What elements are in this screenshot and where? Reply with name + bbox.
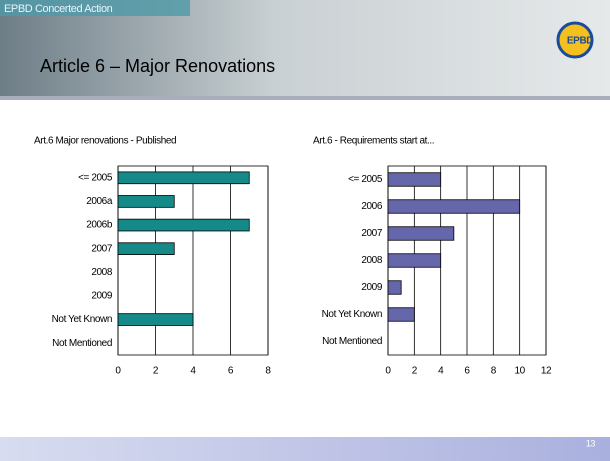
x-tick-label: 6 (228, 366, 234, 377)
y-tick-label: 2007 (91, 243, 112, 254)
bar (388, 227, 454, 241)
x-tick-label: 4 (438, 366, 444, 377)
x-tick-label: 0 (385, 366, 391, 377)
x-tick-label: 8 (265, 366, 271, 377)
bar (118, 243, 174, 255)
header-text: EPBD Concerted Action (4, 3, 113, 15)
header-rule (0, 96, 610, 100)
y-tick-label: Not Mentioned (52, 338, 112, 349)
y-tick-label: 2006 (361, 201, 382, 212)
y-tick-label: 2006a (86, 196, 113, 207)
y-tick-label: 2009 (361, 282, 382, 293)
chart-title: Art.6 - Requirements start at... (313, 136, 434, 147)
y-tick-label: 2008 (91, 267, 112, 278)
x-tick-label: 12 (541, 366, 552, 377)
bar (118, 219, 249, 231)
bar (388, 254, 441, 268)
y-tick-label: 2008 (361, 255, 382, 266)
x-tick-label: 0 (115, 366, 121, 377)
x-tick-label: 8 (491, 366, 497, 377)
x-tick-label: 6 (464, 366, 470, 377)
bar (118, 314, 193, 326)
x-tick-label: 2 (412, 366, 418, 377)
slide-title: Article 6 – Major Renovations (40, 56, 275, 76)
bar (388, 281, 401, 295)
y-tick-label: <= 2005 (78, 172, 113, 183)
y-tick-label: Not Mentioned (322, 336, 382, 347)
y-tick-label: 2006b (86, 220, 113, 231)
footer-bar (0, 437, 610, 461)
y-tick-label: 2007 (361, 228, 382, 239)
x-tick-label: 4 (190, 366, 196, 377)
y-tick-label: 2009 (91, 291, 112, 302)
x-tick-label: 2 (153, 366, 159, 377)
bar (388, 200, 520, 214)
logo-text: EPBD (567, 36, 593, 47)
bar (118, 196, 174, 208)
y-tick-label: <= 2005 (348, 174, 383, 185)
x-tick-label: 10 (515, 366, 526, 377)
chart-title: Art.6 Major renovations - Published (34, 136, 176, 147)
bar (388, 308, 414, 322)
y-tick-label: Not Yet Known (52, 314, 112, 325)
bar (118, 172, 249, 184)
slide: EPBD Concerted Action Article 6 – Major … (0, 0, 610, 461)
y-tick-label: Not Yet Known (322, 309, 382, 320)
bar (388, 173, 441, 187)
page-number: 13 (586, 438, 596, 448)
